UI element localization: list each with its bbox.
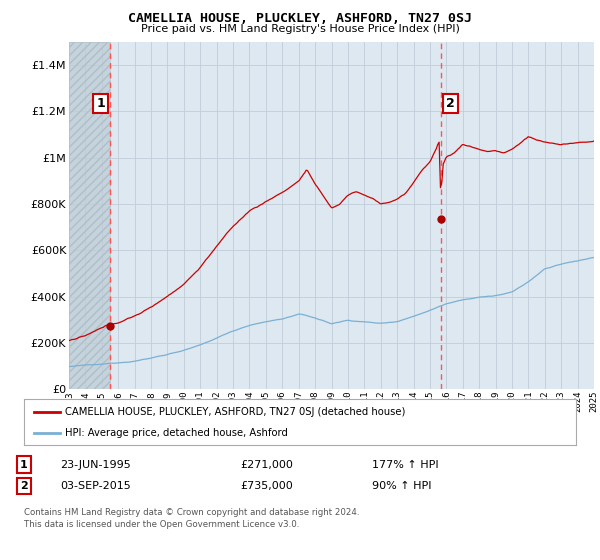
Text: CAMELLIA HOUSE, PLUCKLEY, ASHFORD, TN27 0SJ (detached house): CAMELLIA HOUSE, PLUCKLEY, ASHFORD, TN27 … bbox=[65, 407, 406, 417]
Text: 1: 1 bbox=[97, 97, 105, 110]
Text: 23-JUN-1995: 23-JUN-1995 bbox=[60, 460, 131, 470]
Text: 2: 2 bbox=[446, 97, 455, 110]
Text: HPI: Average price, detached house, Ashford: HPI: Average price, detached house, Ashf… bbox=[65, 428, 288, 438]
Bar bbox=[69, 42, 110, 389]
Bar bbox=[69, 42, 110, 389]
Text: 03-SEP-2015: 03-SEP-2015 bbox=[60, 481, 131, 491]
Text: 90% ↑ HPI: 90% ↑ HPI bbox=[372, 481, 431, 491]
Text: Price paid vs. HM Land Registry's House Price Index (HPI): Price paid vs. HM Land Registry's House … bbox=[140, 24, 460, 34]
Text: £735,000: £735,000 bbox=[240, 481, 293, 491]
Text: 177% ↑ HPI: 177% ↑ HPI bbox=[372, 460, 439, 470]
Text: 1: 1 bbox=[20, 460, 28, 470]
Text: CAMELLIA HOUSE, PLUCKLEY, ASHFORD, TN27 0SJ: CAMELLIA HOUSE, PLUCKLEY, ASHFORD, TN27 … bbox=[128, 12, 472, 25]
Text: Contains HM Land Registry data © Crown copyright and database right 2024.
This d: Contains HM Land Registry data © Crown c… bbox=[24, 508, 359, 529]
Text: £271,000: £271,000 bbox=[240, 460, 293, 470]
Text: 2: 2 bbox=[20, 481, 28, 491]
